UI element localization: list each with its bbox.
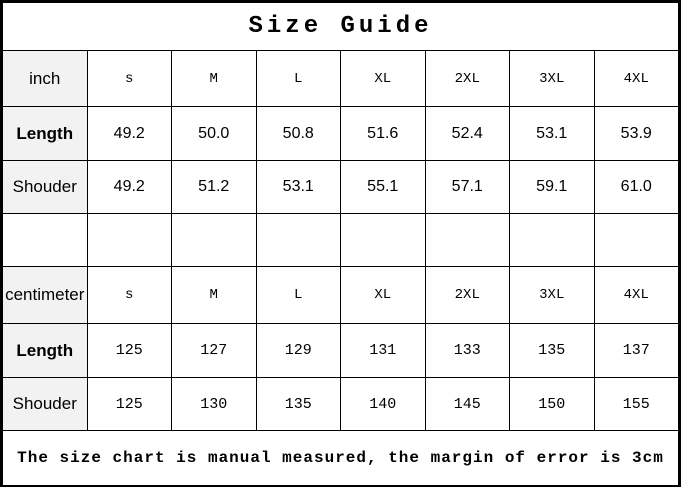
value-cell: 52.4: [424, 106, 510, 161]
value-cell: 127: [171, 323, 257, 378]
value-cell: 53.1: [509, 106, 595, 161]
value-cell: 51.2: [171, 160, 257, 214]
value-cell: 129: [255, 323, 341, 378]
row-label-length-inch: Length: [2, 106, 88, 161]
value-cell: 133: [424, 323, 510, 378]
size-header-3xl: 3XL: [509, 50, 595, 107]
length-centimeter-row: Length 125 127 129 131 133 135 137: [2, 323, 679, 378]
empty-cell: [86, 213, 172, 267]
value-cell: 49.2: [86, 106, 172, 161]
value-cell: 61.0: [593, 160, 679, 214]
value-cell: 53.9: [593, 106, 679, 161]
value-cell: 135: [255, 377, 341, 431]
footer-note: The size chart is manual measured, the m…: [2, 430, 679, 486]
value-cell: 135: [509, 323, 595, 378]
shoulder-centimeter-row: Shouder 125 130 135 140 145 150 155: [2, 377, 679, 431]
value-cell: 55.1: [340, 160, 426, 214]
empty-cell: [340, 213, 426, 267]
length-inch-row: Length 49.2 50.0 50.8 51.6 52.4 53.1 53.…: [2, 106, 679, 161]
empty-cell: [593, 213, 679, 267]
value-cell: 150: [509, 377, 595, 431]
value-cell: 50.8: [255, 106, 341, 161]
value-cell: 130: [171, 377, 257, 431]
value-cell: 125: [86, 377, 172, 431]
value-cell: 49.2: [86, 160, 172, 214]
unit-label-inch: inch: [2, 50, 88, 107]
value-cell: 125: [86, 323, 172, 378]
centimeter-size-header-row: centimeter s M L XL 2XL 3XL 4XL: [2, 266, 679, 324]
page-title: Size Guide: [2, 2, 679, 51]
value-cell: 57.1: [424, 160, 510, 214]
empty-cell: [2, 213, 88, 267]
value-cell: 145: [424, 377, 510, 431]
spacer-row: [2, 213, 679, 267]
empty-cell: [424, 213, 510, 267]
size-header-3xl: 3XL: [509, 266, 595, 324]
inch-size-header-row: inch s M L XL 2XL 3XL 4XL: [2, 50, 679, 107]
row-label-shouder-inch: Shouder: [2, 160, 88, 214]
title-row: Size Guide: [2, 2, 679, 51]
value-cell: 50.0: [171, 106, 257, 161]
empty-cell: [171, 213, 257, 267]
size-header-m: M: [171, 266, 257, 324]
row-label-shouder-cm: Shouder: [2, 377, 88, 431]
footer-row: The size chart is manual measured, the m…: [2, 430, 679, 486]
value-cell: 155: [593, 377, 679, 431]
size-header-xl: XL: [340, 266, 426, 324]
empty-cell: [509, 213, 595, 267]
value-cell: 53.1: [255, 160, 341, 214]
value-cell: 59.1: [509, 160, 595, 214]
size-header-4xl: 4XL: [593, 50, 679, 107]
value-cell: 51.6: [340, 106, 426, 161]
size-header-l: L: [255, 266, 341, 324]
size-header-l: L: [255, 50, 341, 107]
value-cell: 137: [593, 323, 679, 378]
empty-cell: [255, 213, 341, 267]
size-header-m: M: [171, 50, 257, 107]
unit-label-centimeter: centimeter: [2, 266, 88, 324]
size-header-s: s: [86, 50, 172, 107]
size-header-xl: XL: [340, 50, 426, 107]
size-header-2xl: 2XL: [424, 50, 510, 107]
value-cell: 131: [340, 323, 426, 378]
size-header-s: s: [86, 266, 172, 324]
shoulder-inch-row: Shouder 49.2 51.2 53.1 55.1 57.1 59.1 61…: [2, 160, 679, 214]
value-cell: 140: [340, 377, 426, 431]
row-label-length-cm: Length: [2, 323, 88, 378]
size-header-4xl: 4XL: [593, 266, 679, 324]
size-header-2xl: 2XL: [424, 266, 510, 324]
